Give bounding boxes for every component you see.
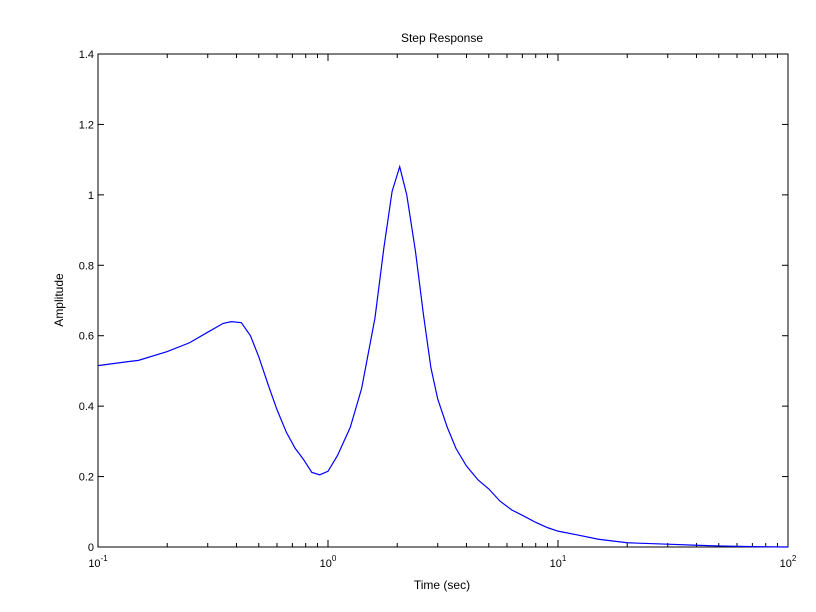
y-tick-label: 0.6 (79, 331, 94, 343)
x-tick-label: 101 (550, 554, 567, 570)
chart-title: Step Response (401, 31, 483, 45)
plot-frame (97, 53, 789, 548)
x-tick-label: 102 (780, 554, 797, 570)
x-axis-ticks: 10-1 100 101 102 (88, 54, 797, 570)
x-tick-label: 10-1 (88, 554, 108, 570)
y-tick-label: 0.8 (79, 260, 94, 272)
y-tick-label: 1.2 (79, 119, 94, 131)
step-response-line (97, 164, 789, 548)
y-tick-label: 1 (88, 190, 94, 202)
y-axis-label: Amplitude (52, 273, 66, 327)
y-tick-label: 0 (88, 542, 94, 554)
x-axis-label: Time (sec) (414, 578, 470, 592)
y-axis-ticks: 0 0.2 0.4 0.6 0.8 1 1.2 1.4 (79, 49, 788, 554)
y-tick-label: 0.2 (79, 472, 94, 484)
y-tick-label: 1.4 (79, 49, 94, 61)
x-tick-label: 100 (320, 554, 337, 570)
y-tick-label: 0.4 (79, 401, 94, 413)
